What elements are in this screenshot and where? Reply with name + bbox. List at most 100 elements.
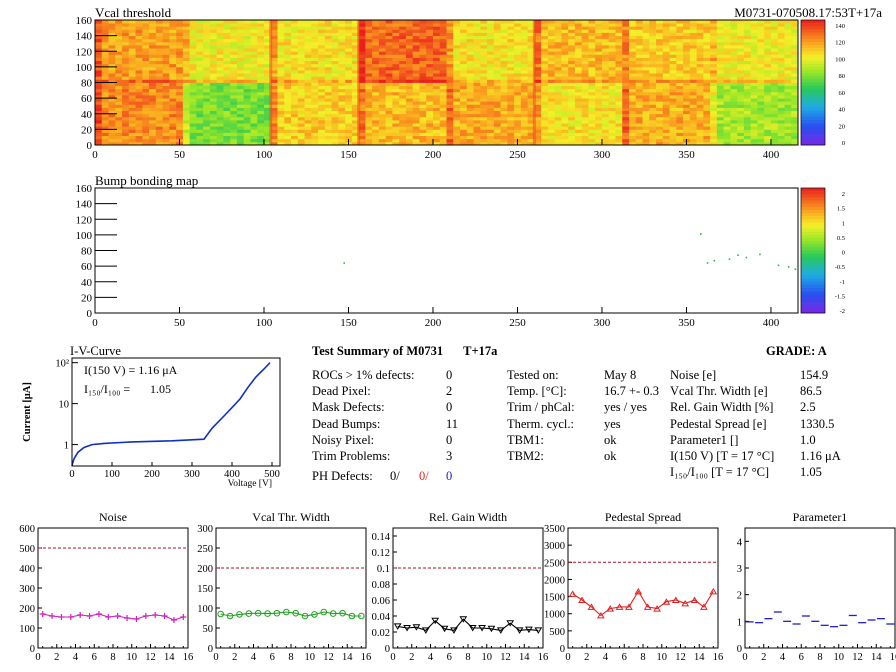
- data-point: [273, 609, 281, 617]
- y-tick-label: 150: [197, 584, 213, 595]
- iv-x-tick-label: 400: [224, 469, 240, 480]
- x-tick-label: 16: [361, 652, 372, 663]
- summary-row-label: Trim / phCal:: [507, 400, 575, 415]
- x-tick-label: 8: [640, 652, 645, 663]
- data-point: [67, 614, 74, 620]
- data-point: [662, 598, 671, 605]
- series-line: [572, 590, 714, 617]
- x-tick-label: 14: [342, 652, 353, 663]
- data-point: [348, 612, 356, 620]
- summary-row-value: 0: [446, 432, 453, 447]
- x-tick-label: 14: [519, 652, 530, 663]
- summary-row: Dead Bumps: 11: [312, 416, 458, 432]
- y-tick-label: 0.06: [372, 596, 390, 607]
- y-tick-label: 60: [81, 93, 93, 105]
- summary-row: Mask Defects: 0: [312, 399, 456, 415]
- chart-frame: [567, 527, 719, 649]
- summary-row-value: 16.7 +- 0.3: [604, 384, 659, 399]
- z-tick-label: 0.5: [837, 235, 845, 242]
- y-tick-label: 140: [76, 199, 93, 211]
- data-point: [170, 617, 177, 623]
- iv-x-tick-label: 200: [144, 469, 160, 480]
- chart-title: Parameter1: [793, 510, 848, 524]
- bump-defect-point: [706, 262, 709, 264]
- summary-row-label: Dead Pixel:: [312, 384, 371, 399]
- data-point: [487, 625, 496, 633]
- data-point: [431, 617, 440, 625]
- y-tick-label: 250: [197, 544, 213, 555]
- iv-series-line: [71, 362, 271, 466]
- y-tick-label: 160: [76, 15, 93, 27]
- x-tick-label: 10: [482, 652, 493, 663]
- series-line: [397, 618, 539, 632]
- data-point: [440, 625, 449, 633]
- x-tick-label: 14: [871, 652, 882, 663]
- data-point: [403, 625, 411, 632]
- data-point: [339, 609, 346, 617]
- iv-annotation-ratio-value: 1.05: [150, 382, 171, 396]
- y-tick-label: 140: [76, 31, 93, 43]
- z-tick-label: 20: [839, 123, 846, 130]
- bump-defect-point: [777, 264, 780, 267]
- x-tick-label: 250: [509, 317, 526, 329]
- y-tick-label: 300: [197, 524, 213, 535]
- y-tick-label: 0.02: [372, 628, 390, 639]
- y-tick-label: 0: [385, 644, 390, 655]
- data-point: [301, 612, 309, 620]
- data-point: [421, 627, 430, 634]
- summary-row-value: May 8: [604, 368, 637, 382]
- summary-row-label: Vcal Thr. Width [e]: [670, 384, 768, 399]
- y-tick-label: 1: [737, 617, 742, 628]
- x-tick-label: 10: [127, 652, 138, 663]
- summary-row-value: ok: [604, 448, 617, 463]
- y-tick-label: 300: [19, 584, 35, 595]
- z-tick-label: 100: [835, 56, 845, 63]
- roc-chart-1: Vcal Thr. Width 0 2 4 6 8 10 12 14 16 0 50 100 150 200…: [197, 510, 371, 663]
- y-tick-label: 40: [81, 277, 93, 289]
- data-point: [412, 624, 421, 631]
- roc-chart-0: Noise 0 2 4 6 8 10 12 14 16 0 100 200 300 400 500 600: [19, 510, 193, 663]
- summary-row-label: Mask Defects:: [312, 400, 385, 415]
- x-tick-label: 14: [164, 652, 175, 663]
- data-point: [478, 625, 486, 632]
- z-tick-label: 60: [839, 90, 846, 97]
- z-tick-label: 1.5: [837, 206, 845, 213]
- x-tick-label: 50: [174, 149, 186, 161]
- ph-defects-value-1: 0/: [390, 469, 400, 483]
- bump-defect-point: [343, 262, 346, 264]
- summary-row-label: Noisy Pixel:: [312, 432, 375, 447]
- x-tick-label: 2: [54, 652, 59, 663]
- data-point: [142, 613, 149, 619]
- x-tick-label: 0: [742, 652, 747, 663]
- x-tick-label: 350: [678, 317, 695, 329]
- summary-row: ROCs > 1% defects: 0: [312, 367, 456, 383]
- data-point: [709, 587, 718, 595]
- y-tick-label: 0: [560, 644, 565, 655]
- data-point: [681, 599, 690, 607]
- y-tick-label: 0.04: [372, 612, 391, 623]
- data-point: [86, 613, 93, 619]
- y-tick-label: 200: [197, 564, 213, 575]
- y-tick-label: 20: [81, 124, 93, 136]
- summary-row: Dead Pixel: 2: [312, 383, 456, 399]
- chart-title: Noise: [99, 510, 127, 524]
- summary-conditions-column: Tested on: May 8 Temp. [°C]: 16.7 +- 0.3 Tri…: [507, 367, 667, 464]
- y-tick-label: 0: [30, 644, 35, 655]
- iv-x-tick-label: 100: [104, 469, 120, 480]
- z-tick-label: 80: [839, 73, 846, 80]
- x-tick-label: 2: [584, 652, 589, 663]
- z-tick-label: 140: [835, 23, 845, 30]
- summary-row: Trim Problems: 3: [312, 448, 456, 464]
- y-tick-label: 100: [76, 230, 93, 242]
- y-tick-label: 0.08: [372, 580, 390, 591]
- bump-defect-point: [794, 268, 797, 271]
- data-point: [450, 627, 458, 634]
- summary-row-label: Therm. cycl.:: [507, 416, 574, 431]
- chart-title: Vcal Thr. Width: [252, 510, 329, 524]
- summary-row-value: 1.16 μA: [800, 448, 841, 463]
- summary-row-value: 1330.5: [800, 416, 835, 431]
- x-tick-label: 6: [622, 652, 627, 663]
- x-tick-label: 8: [465, 652, 470, 663]
